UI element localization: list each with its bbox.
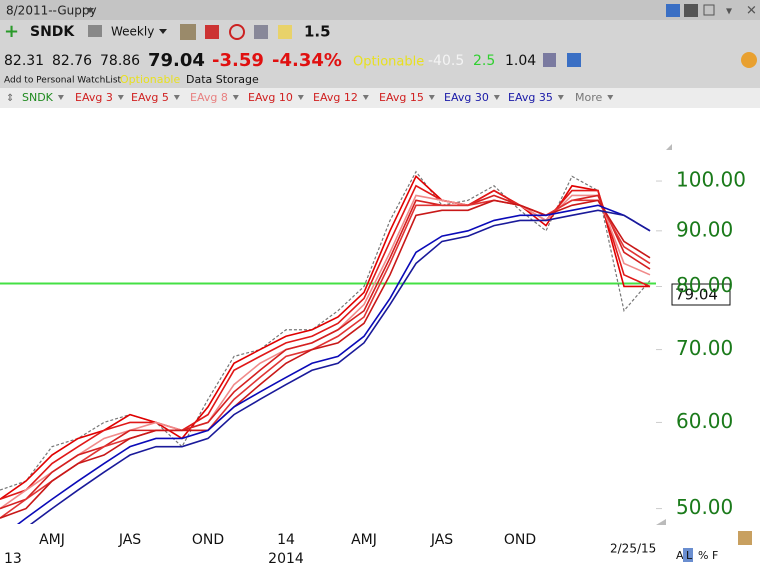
- legend-dropdown[interactable]: [297, 95, 304, 100]
- add-symbol[interactable]: +: [4, 21, 19, 42]
- quote-change-pct: -4.34%: [272, 50, 342, 71]
- y-tick-label: 60.00: [676, 409, 733, 433]
- legend-dropdown[interactable]: [362, 95, 369, 100]
- x-tick-label: JAS: [118, 532, 141, 548]
- last-price-label: 79.04: [675, 286, 718, 304]
- note-icon[interactable]: [278, 25, 292, 39]
- time-axis-area: [0, 524, 760, 572]
- corner-marker: [656, 519, 666, 525]
- legend-entry[interactable]: EAvg 12: [313, 91, 358, 104]
- y-tick-label: 100.00: [676, 168, 746, 192]
- title-bar: [0, 0, 760, 20]
- mode-button[interactable]: F: [712, 549, 718, 562]
- quote-change: -3.59: [212, 50, 264, 71]
- s-button[interactable]: [666, 4, 680, 17]
- quote-high: 82.76: [52, 53, 92, 69]
- window-title: 8/2011--Guppy: [6, 4, 97, 18]
- x-tick-label: OND: [504, 532, 536, 548]
- mode-button[interactable]: A: [676, 549, 684, 562]
- period[interactable]: Weekly: [111, 25, 154, 39]
- x-tick-label: 14: [277, 532, 295, 548]
- quote-low: 78.86: [100, 53, 140, 69]
- legend-arrow: ⇕: [6, 93, 14, 104]
- palette-icon[interactable]: [741, 52, 757, 68]
- plot-lines: [0, 170, 651, 524]
- quote-last: 79.04: [148, 50, 205, 71]
- mode-button[interactable]: L: [686, 549, 693, 562]
- plot-area: [0, 108, 656, 524]
- close-button[interactable]: ✕: [746, 4, 757, 19]
- legend-dropdown[interactable]: [232, 95, 239, 100]
- alarm-icon[interactable]: [229, 24, 245, 40]
- optionable: Optionable: [353, 55, 424, 70]
- link-icon[interactable]: [88, 25, 102, 37]
- x-tick-label: AMJ: [351, 532, 377, 548]
- series-line: [0, 199, 651, 519]
- legend-more[interactable]: More: [575, 91, 603, 104]
- series-line: [0, 175, 650, 500]
- legend-entry[interactable]: EAvg 5: [131, 91, 169, 104]
- watchlist-link[interactable]: Add to Personal WatchList: [4, 76, 122, 86]
- legend-entry[interactable]: EAvg 35: [508, 91, 553, 104]
- restore-button[interactable]: [703, 4, 715, 16]
- bars-icon[interactable]: [205, 25, 219, 39]
- quote-field3: 1.04: [505, 53, 536, 69]
- quote-open: 82.31: [4, 53, 44, 69]
- y-tick-label: 80.00: [676, 273, 733, 297]
- setting-value: 1.5: [304, 23, 331, 41]
- period-dropdown[interactable]: [159, 29, 167, 34]
- legend-dropdown[interactable]: [557, 95, 564, 100]
- legend-entry[interactable]: SNDK: [22, 91, 54, 104]
- end-date: 2/25/15: [610, 542, 656, 556]
- year-label: 2014: [268, 551, 304, 567]
- title-dropdown[interactable]: [86, 8, 94, 13]
- save-icon[interactable]: [567, 53, 581, 67]
- x-tick-label: OND: [192, 532, 224, 548]
- legend-entry[interactable]: EAvg 30: [444, 91, 489, 104]
- quote-field2: 2.5: [473, 53, 495, 69]
- x-tick-label: AMJ: [39, 532, 65, 548]
- y-tick-label: 90.00: [676, 217, 733, 241]
- db-icon[interactable]: [543, 53, 556, 67]
- symbol[interactable]: SNDK: [30, 24, 75, 40]
- legend-entry[interactable]: EAvg 3: [75, 91, 113, 104]
- series-line: [16, 204, 651, 524]
- legend-dropdown[interactable]: [493, 95, 500, 100]
- legend-bar: [0, 88, 760, 108]
- last-price-box: [671, 283, 731, 306]
- legend-dropdown[interactable]: [173, 95, 180, 100]
- header-panel: [0, 20, 760, 88]
- tools-icon[interactable]: [180, 24, 196, 40]
- y-tick-label: 70.00: [676, 336, 733, 360]
- edit-icon[interactable]: [738, 531, 752, 545]
- y-tick-label: 50.00: [676, 495, 733, 519]
- optionable-link[interactable]: Optionable: [120, 73, 180, 86]
- legend-dropdown[interactable]: [607, 95, 614, 100]
- legend-entry[interactable]: EAvg 15: [379, 91, 424, 104]
- legend-dropdown[interactable]: [57, 95, 64, 100]
- grid-icon[interactable]: [254, 25, 268, 39]
- x-tick-label: JAS: [430, 532, 453, 548]
- series-line: [29, 209, 651, 524]
- axis-area: [656, 108, 760, 524]
- storage-link[interactable]: Data Storage: [186, 73, 259, 86]
- x-tick-label: 13: [4, 551, 22, 567]
- mode-button[interactable]: %: [698, 549, 708, 562]
- corner-marker: [666, 144, 672, 150]
- t-button[interactable]: [684, 4, 698, 17]
- legend-entry[interactable]: EAvg 8: [190, 91, 228, 104]
- pin-button[interactable]: ▾: [726, 4, 732, 18]
- mode-highlight: [683, 548, 693, 562]
- legend-dropdown[interactable]: [428, 95, 435, 100]
- legend-dropdown[interactable]: [117, 95, 124, 100]
- quote-field1: -40.5: [428, 53, 464, 69]
- series-line: [0, 170, 651, 491]
- legend-entry[interactable]: EAvg 10: [248, 91, 293, 104]
